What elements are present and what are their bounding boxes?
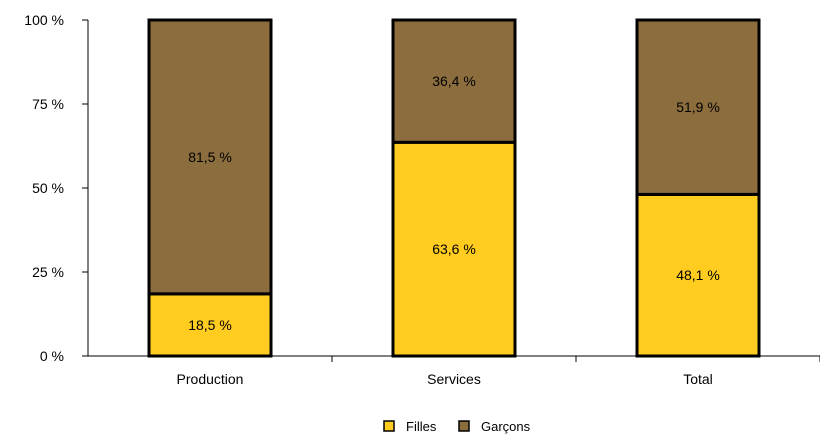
- legend-swatch-garçons: [458, 420, 470, 432]
- bar-garçons-services: [391, 18, 517, 144]
- data-label: 48,1 %: [676, 267, 720, 283]
- bar-filles-production: [147, 292, 273, 358]
- y-ticks: 0 % 25 % 50 % 75 % 100 %: [24, 12, 88, 364]
- legend: Filles Garçons: [383, 419, 531, 434]
- bars: 18,5 % 81,5 % 63,6 % 36,4 % 48,1 % 51,9 %: [147, 18, 761, 358]
- legend-label-garçons: Garçons: [481, 419, 531, 434]
- x-tick-label: Services: [427, 371, 481, 387]
- data-label: 18,5 %: [188, 317, 232, 333]
- y-tick-label: 25 %: [32, 264, 64, 280]
- bar-garçons-production: [147, 18, 273, 296]
- x-ticks: Production Services Total: [177, 356, 820, 387]
- legend-label-filles: Filles: [406, 419, 437, 434]
- data-label: 81,5 %: [188, 149, 232, 165]
- y-tick-label: 0 %: [40, 348, 64, 364]
- y-tick-label: 75 %: [32, 96, 64, 112]
- x-tick-label: Total: [683, 371, 713, 387]
- x-tick-label: Production: [177, 371, 244, 387]
- data-label: 63,6 %: [432, 241, 476, 257]
- bar-garçons-total: [635, 18, 761, 196]
- legend-swatch-filles: [383, 420, 395, 432]
- data-label: 36,4 %: [432, 73, 476, 89]
- y-tick-label: 100 %: [24, 12, 64, 28]
- y-tick-label: 50 %: [32, 180, 64, 196]
- data-label: 51,9 %: [676, 99, 720, 115]
